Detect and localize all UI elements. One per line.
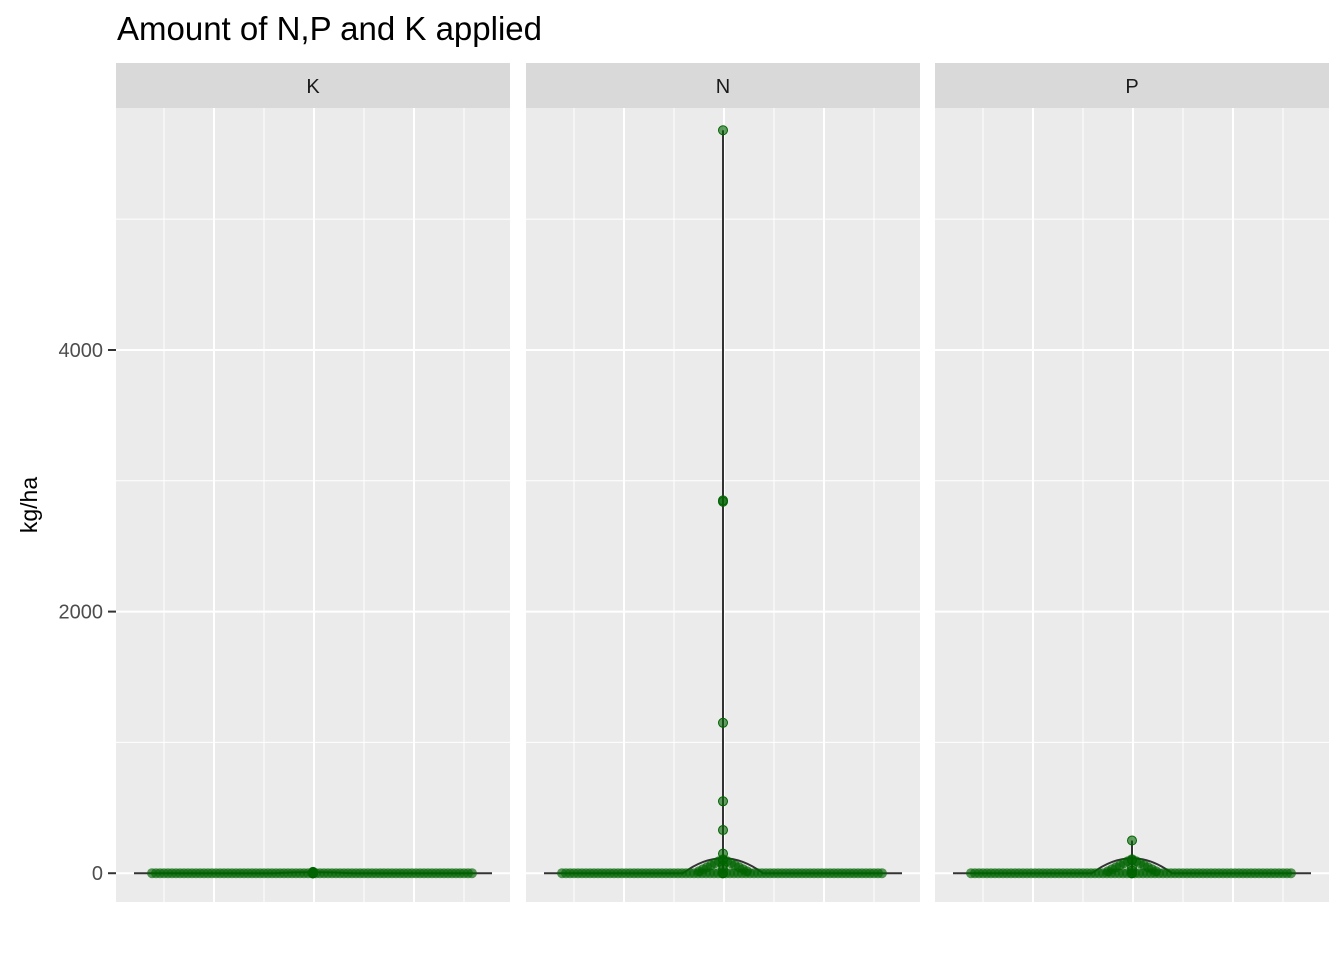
data-point	[718, 717, 728, 728]
facet-panel-P: P	[935, 63, 1329, 902]
facet-strip	[116, 63, 510, 108]
data-point	[742, 866, 752, 877]
data-point	[1127, 855, 1137, 866]
facet-strip-label: N	[716, 76, 730, 98]
y-axis: 0 2000 4000	[59, 340, 116, 885]
data-point	[467, 868, 477, 879]
y-axis-label: kg/ha	[16, 477, 42, 533]
data-point	[877, 868, 887, 879]
data-point	[1151, 866, 1161, 877]
data-point	[308, 866, 318, 877]
facet-panel-N: N	[526, 63, 920, 902]
chart-title: Amount of N,P and K applied	[117, 10, 542, 47]
data-point	[1127, 835, 1137, 846]
facet-strip	[935, 63, 1329, 108]
y-tick-label: 2000	[59, 602, 104, 624]
data-point	[1286, 868, 1296, 879]
y-tick-label: 0	[92, 863, 103, 885]
facet-strip-label: P	[1125, 76, 1138, 98]
data-point	[718, 848, 728, 859]
data-point	[718, 125, 728, 136]
facet-panel-K: K	[116, 63, 510, 902]
data-point	[718, 825, 728, 836]
data-point	[718, 796, 728, 807]
baseline-points	[966, 868, 1296, 879]
facet-strip-label: K	[306, 76, 320, 98]
data-point	[718, 495, 728, 506]
facet-strip	[526, 63, 920, 108]
y-tick-label: 4000	[59, 340, 104, 362]
baseline-points	[147, 868, 477, 879]
